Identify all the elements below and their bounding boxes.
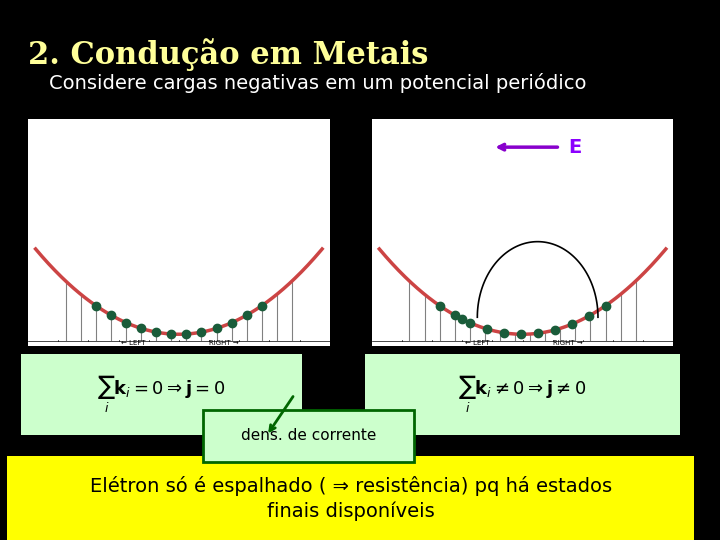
FancyBboxPatch shape <box>7 456 694 540</box>
Bar <box>372 119 673 346</box>
Text: momento: momento <box>142 354 216 369</box>
Text: Elétron só é espalhado ( ⇒ resistência) pq há estados
finais disponíveis: Elétron só é espalhado ( ⇒ resistência) … <box>90 476 612 521</box>
Bar <box>28 119 330 346</box>
Text: 2. Condução em Metais: 2. Condução em Metais <box>28 38 428 71</box>
FancyBboxPatch shape <box>21 354 302 435</box>
Text: Considere cargas negativas em um potencial periódico: Considere cargas negativas em um potenci… <box>49 73 587 93</box>
Text: $\sum_i \mathbf{k}_i = 0 \Rightarrow \mathbf{j} = 0$: $\sum_i \mathbf{k}_i = 0 \Rightarrow \ma… <box>97 374 225 415</box>
FancyBboxPatch shape <box>365 354 680 435</box>
Text: $\sum_i \mathbf{k}_i \neq 0 \Rightarrow \mathbf{j} \neq 0$: $\sum_i \mathbf{k}_i \neq 0 \Rightarrow … <box>459 374 587 415</box>
FancyBboxPatch shape <box>204 410 414 462</box>
Text: dens. de corrente: dens. de corrente <box>241 428 377 443</box>
Text: momento: momento <box>486 354 559 369</box>
